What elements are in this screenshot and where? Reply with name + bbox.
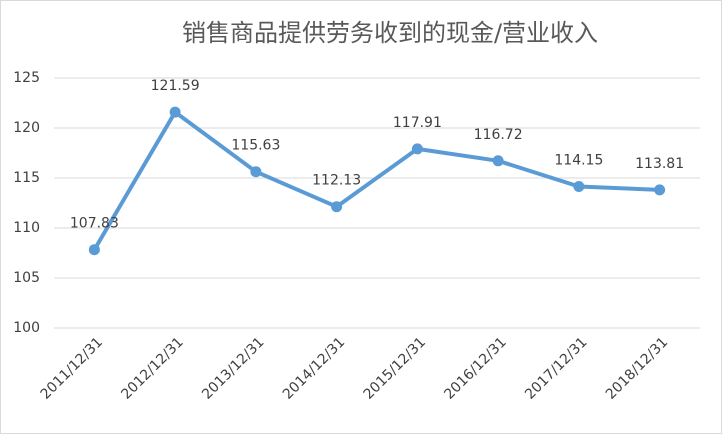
y-tick-label: 115 [13, 170, 40, 186]
data-label: 121.59 [151, 78, 200, 94]
y-tick-label: 100 [13, 320, 40, 336]
data-point [573, 181, 585, 192]
data-point [331, 201, 343, 213]
y-tick-label: 105 [13, 270, 40, 286]
data-label: 116.72 [474, 127, 523, 143]
data-point [654, 184, 666, 196]
data-label: 113.81 [635, 156, 684, 172]
data-label: 117.91 [393, 115, 442, 131]
data-label: 114.15 [554, 153, 603, 169]
data-label: 115.63 [231, 138, 280, 154]
chart-title: 销售商品提供劳务收到的现金/营业收入 [182, 19, 598, 47]
data-point [169, 106, 181, 118]
y-tick-label: 120 [13, 120, 40, 136]
data-point [88, 244, 100, 256]
data-line [92, 110, 660, 251]
data-label: 112.13 [312, 173, 361, 189]
data-label: 107.83 [70, 216, 119, 232]
y-tick-label: 125 [13, 70, 40, 86]
y-tick-label: 110 [13, 220, 40, 236]
data-point [492, 155, 504, 167]
data-point [411, 143, 423, 155]
data-point [250, 166, 262, 178]
